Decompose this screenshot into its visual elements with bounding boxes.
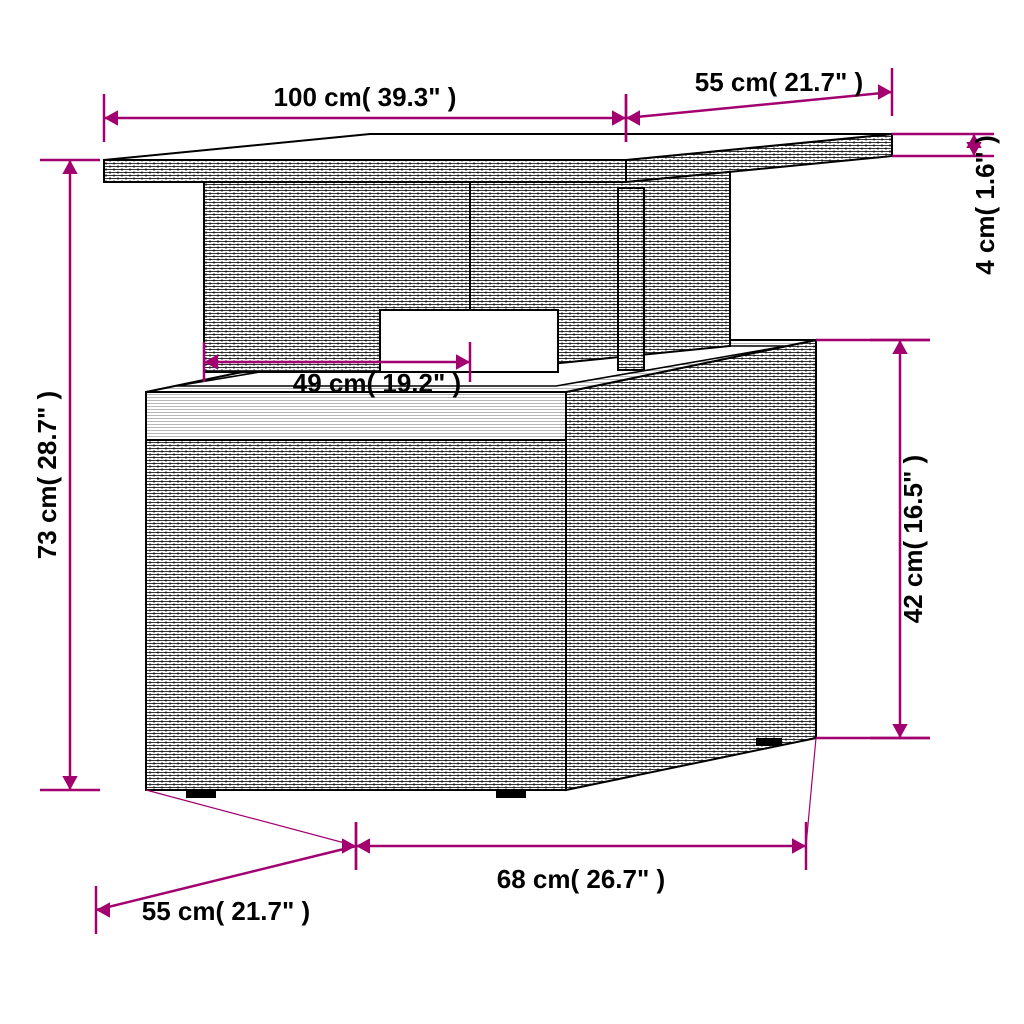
dim-total-height: 73 cm( 28.7" )	[32, 160, 100, 790]
dim-top-width-label: 100 cm( 39.3" )	[274, 82, 457, 112]
dim-base-width-label: 68 cm( 26.7" )	[497, 864, 665, 894]
dim-base-depth: 55 cm( 21.7" )	[96, 790, 356, 934]
dim-base-height-label: 42 cm( 16.5" )	[898, 455, 928, 623]
dim-total-height-label: 73 cm( 28.7" )	[32, 391, 62, 559]
product-drawing	[104, 134, 892, 798]
dim-top-depth-label: 55 cm( 21.7" )	[695, 67, 863, 97]
dim-top-thickness-label: 4 cm( 1.6" )	[970, 135, 1000, 275]
dim-mid-width-label: 49 cm( 19.2" )	[293, 368, 461, 398]
dim-top-thickness: 4 cm( 1.6" )	[892, 134, 1000, 275]
dim-base-depth-label: 55 cm( 21.7" )	[142, 896, 310, 926]
dim-base-height: 42 cm( 16.5" )	[870, 340, 930, 738]
dim-top-depth: 55 cm( 21.7" )	[626, 67, 892, 142]
